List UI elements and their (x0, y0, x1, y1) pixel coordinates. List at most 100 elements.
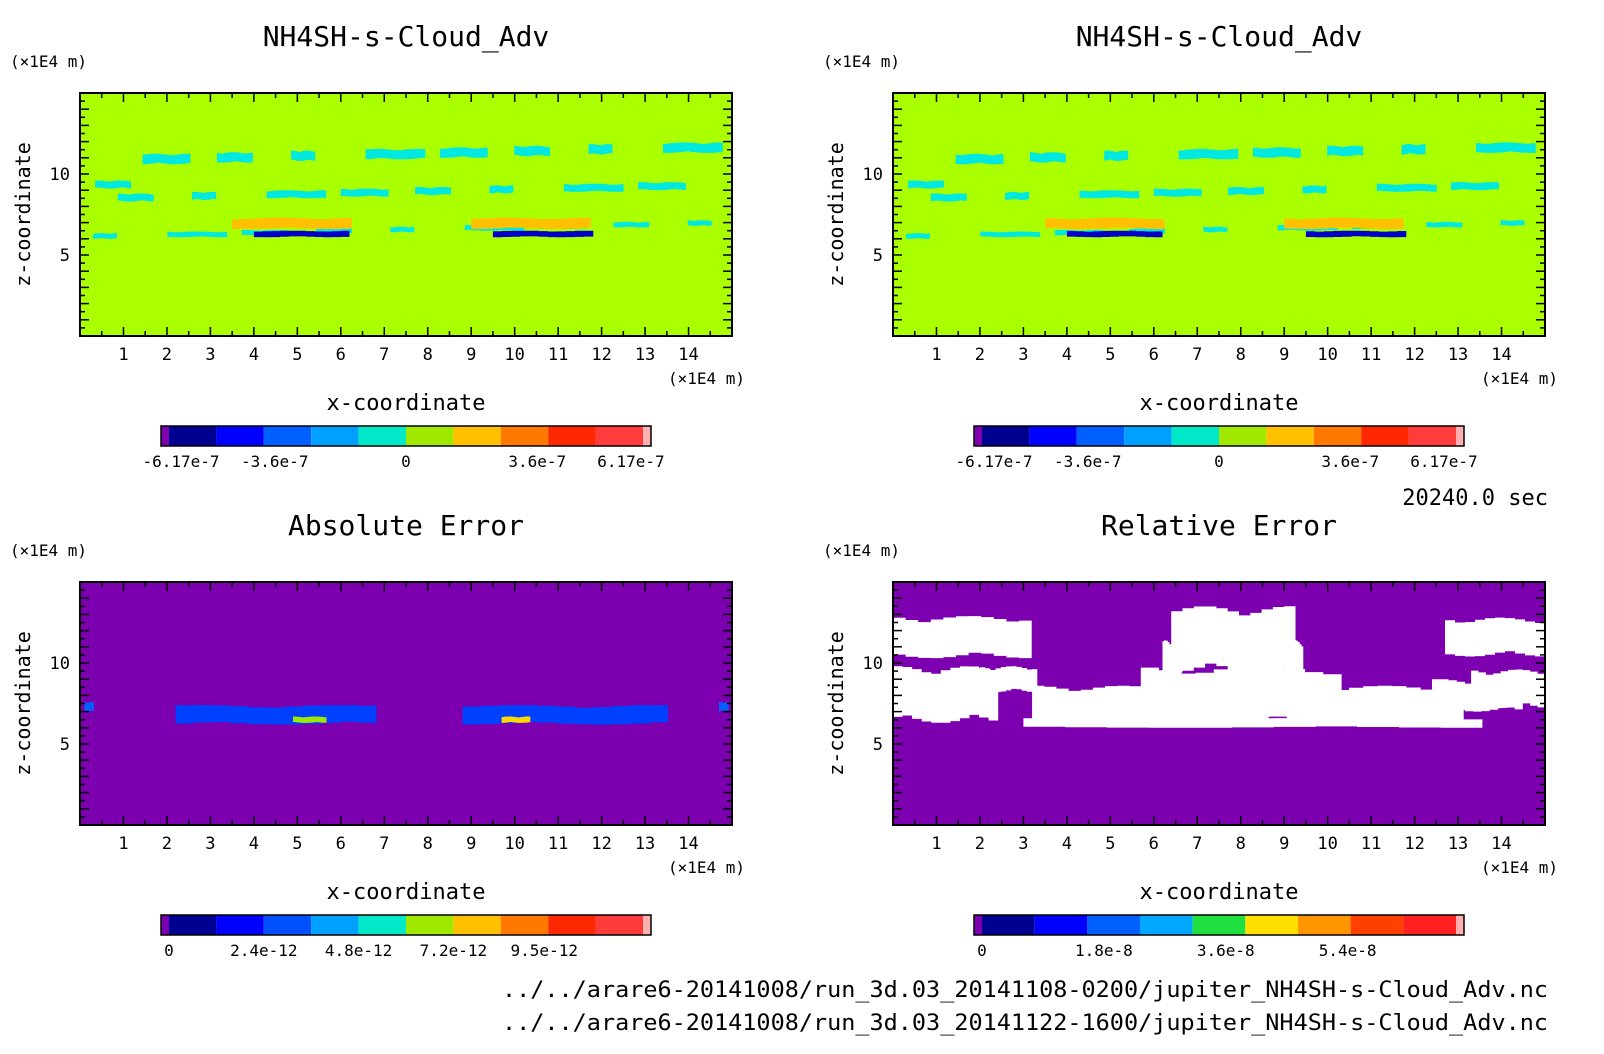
colorbar-swatch (1408, 426, 1456, 446)
x-tick-label: 8 (423, 834, 433, 854)
x-tick-label: 5 (1105, 345, 1115, 365)
panels: NH4SH-s-Cloud_Adv (×1E4 m) (×1E4 m) 1 2 3 4 5 6 7… (10, 20, 1558, 960)
field (893, 93, 1545, 336)
time-label: 20240.0 sec (1402, 486, 1548, 511)
cloud-filament (1401, 144, 1426, 155)
cloud-filament (930, 193, 967, 202)
colorbar-swatch (216, 915, 264, 935)
cloud-filament (117, 193, 154, 202)
x-tick-label: 3 (1018, 834, 1028, 854)
colorbar-swatch (595, 915, 643, 935)
panel-1: NH4SH-s-Cloud_Adv(×1E4 m)(×1E4 m)1 2 3 4 5 6 7… (10, 20, 745, 471)
x-tick-label: 14 (678, 345, 698, 365)
x-unit-label: (×1E4 m) (668, 858, 745, 877)
field (80, 582, 732, 825)
undefined-blob (1023, 718, 1483, 728)
cloud-filament (1302, 185, 1327, 194)
cloud-filament (1203, 226, 1228, 233)
x-tick-label: 10 (1317, 834, 1337, 854)
cloud-filament (266, 190, 327, 199)
colorbar-frame (973, 914, 1465, 936)
cloud-filament (1252, 147, 1301, 158)
colorbar-swatch (169, 426, 217, 446)
colorbar-swatch (311, 426, 359, 446)
x-tick-label: 9 (466, 345, 476, 365)
x-tick-label: 6 (1149, 834, 1159, 854)
y-axis-label: z-coordinate (824, 142, 848, 287)
x-tick-label: 7 (379, 834, 389, 854)
plot-title: NH4SH-s-Cloud_Adv (1076, 20, 1363, 54)
x-axis: 1 2 3 4 5 6 7 8 9 10 11 12 13 14 (913, 93, 1525, 365)
cloud-filament (1451, 182, 1499, 191)
colorbar-swatch (982, 426, 1030, 446)
colorbar-swatch (1456, 426, 1464, 446)
panel-2: NH4SH-s-Cloud_Adv(×1E4 m)(×1E4 m)1 2 3 4 5 6 7… (823, 20, 1558, 471)
x-tick-label: 4 (249, 345, 259, 365)
x-tick-label: 9 (1279, 834, 1289, 854)
cloud-filament (415, 187, 451, 196)
x-unit-label: (×1E4 m) (668, 369, 745, 388)
x-tick-label: 7 (1192, 345, 1202, 365)
x-tick-label: 8 (423, 345, 433, 365)
colorbar-tick-label: -3.6e-7 (241, 452, 308, 471)
undefined-blob (893, 666, 999, 723)
colorbar-tick-label: 3.6e-7 (508, 452, 566, 471)
colorbar-swatch (358, 426, 406, 446)
colorbar-tick-label: 0 (1214, 452, 1224, 471)
cloud-filament (95, 180, 132, 189)
colorbar-tick-label: -3.6e-7 (1054, 452, 1121, 471)
colorbar-swatch (263, 426, 312, 446)
panel-3: Absolute Error(×1E4 m)(×1E4 m)1 2 3 4 5 6 7 8 9 1… (10, 509, 745, 960)
x-tick-label: 11 (1361, 834, 1381, 854)
colorbar: -6.17e-7 -3.6e-7 0 3.6e-7 6.17e-7 (956, 425, 1478, 471)
colorbar-tick-label: -6.17e-7 (956, 452, 1033, 471)
edge-spot (84, 701, 94, 712)
colorbar-swatch (1313, 426, 1362, 446)
y-tick-label: 5 (60, 246, 70, 266)
positive-band (471, 217, 591, 230)
error-band (175, 705, 377, 725)
colorbar-swatch (974, 426, 982, 446)
cloud-filament (489, 185, 514, 194)
colorbar-tick-label: 7.2e-12 (420, 941, 487, 960)
x-tick-label: 2 (975, 834, 985, 854)
y-axis-label: z-coordinate (11, 142, 35, 287)
colorbar-swatch (1034, 915, 1088, 935)
y-axis: 5 10 (863, 100, 1545, 329)
error-band (462, 705, 669, 725)
colorbar-tick-label: 9.5e-12 (511, 941, 578, 960)
undefined-blob (1305, 685, 1464, 725)
cloud-filament (955, 153, 1004, 165)
x-tick-label: 6 (336, 834, 346, 854)
colorbar-tick-label: 3.6e-7 (1321, 452, 1379, 471)
colorbar-tick-label: 6.17e-7 (597, 452, 664, 471)
x-tick-label: 14 (1491, 345, 1511, 365)
x-tick-label: 12 (1404, 834, 1424, 854)
cloud-filament (662, 142, 723, 153)
cloud-filament (588, 144, 613, 155)
x-axis-label: x-coordinate (1140, 391, 1299, 416)
cloud-edge-filaments (93, 142, 723, 239)
x-tick-label: 4 (249, 834, 259, 854)
y-unit-label: (×1E4 m) (10, 541, 87, 560)
x-tick-label: 11 (1361, 345, 1381, 365)
positive-band (232, 217, 352, 230)
colorbar-swatch (406, 426, 454, 446)
x-tick-label: 9 (1279, 345, 1289, 365)
colorbar-swatch (1403, 915, 1456, 935)
y-tick-label: 10 (50, 654, 70, 674)
negative-core (492, 230, 594, 238)
x-tick-label: 10 (504, 345, 524, 365)
colorbar-swatch (1076, 426, 1125, 446)
error-peak (501, 716, 531, 723)
cloud-filament (906, 233, 930, 239)
x-tick-label: 4 (1062, 345, 1072, 365)
x-axis-label: x-coordinate (327, 880, 486, 905)
colorbar-swatch (643, 426, 651, 446)
colorbar-swatch (216, 426, 264, 446)
x-tick-label: 2 (162, 834, 172, 854)
y-unit-label: (×1E4 m) (10, 52, 87, 71)
x-tick-label: 13 (1448, 834, 1468, 854)
positive-band (1284, 217, 1404, 230)
colorbar-tick-label: -6.17e-7 (143, 452, 220, 471)
